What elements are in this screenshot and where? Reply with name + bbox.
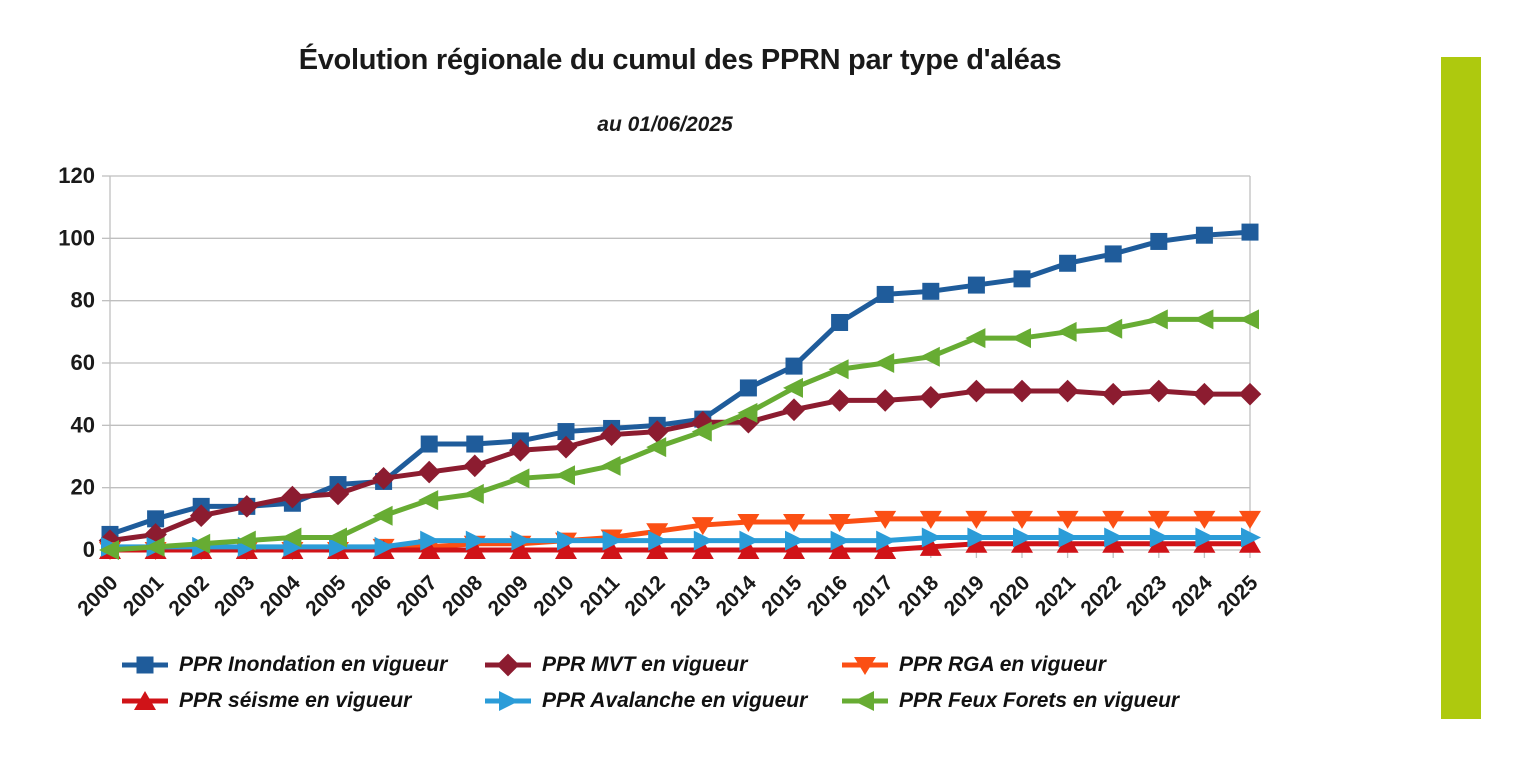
svg-text:2001: 2001 [119, 571, 169, 621]
svg-text:100: 100 [58, 225, 95, 250]
svg-text:120: 120 [58, 163, 95, 188]
diamond-marker-icon [485, 653, 531, 677]
svg-text:2017: 2017 [848, 571, 897, 620]
triangle-down-marker-icon [842, 657, 888, 675]
svg-text:2006: 2006 [347, 571, 396, 620]
svg-text:2021: 2021 [1031, 571, 1081, 621]
svg-text:2007: 2007 [392, 571, 441, 620]
square-marker-icon [122, 656, 168, 674]
svg-text:2020: 2020 [985, 571, 1034, 620]
svg-text:80: 80 [71, 288, 95, 313]
svg-text:2000: 2000 [73, 571, 122, 620]
side-accent-bar [1441, 57, 1481, 719]
svg-text:0: 0 [83, 537, 95, 562]
svg-text:2025: 2025 [1213, 571, 1263, 621]
svg-text:2015: 2015 [757, 571, 807, 621]
legend-label: PPR RGA en vigueur [899, 653, 1106, 676]
legend-label: PPR Inondation en vigueur [179, 653, 448, 676]
legend-label: PPR séisme en vigueur [179, 689, 412, 712]
svg-text:2014: 2014 [712, 571, 762, 621]
legend-item-avalanche: PPR Avalanche en vigueur [483, 686, 807, 716]
svg-text:2009: 2009 [484, 571, 533, 620]
svg-text:2019: 2019 [940, 571, 989, 620]
legend-item-feux-forets: PPR Feux Forets en vigueur [840, 686, 1179, 716]
svg-text:60: 60 [71, 350, 95, 375]
svg-text:2022: 2022 [1076, 571, 1125, 620]
svg-text:2008: 2008 [438, 571, 488, 621]
svg-text:2012: 2012 [620, 571, 669, 620]
svg-text:2002: 2002 [164, 571, 213, 620]
svg-text:2016: 2016 [803, 571, 852, 620]
triangle-up-marker-icon [122, 691, 168, 710]
legend-item-mvt: PPR MVT en vigueur [483, 650, 747, 680]
chart-title: Évolution régionale du cumul des PPRN pa… [298, 44, 1062, 76]
legend-label: PPR Feux Forets en vigueur [899, 689, 1180, 712]
svg-text:2010: 2010 [529, 571, 578, 620]
svg-text:2004: 2004 [256, 571, 306, 621]
svg-text:2018: 2018 [894, 571, 944, 621]
svg-text:2013: 2013 [666, 571, 715, 620]
legend-item-rga: PPR RGA en vigueur [840, 650, 1106, 680]
chart-subtitle: au 01/06/2025 [597, 113, 733, 136]
svg-text:2005: 2005 [301, 571, 351, 621]
svg-text:2023: 2023 [1122, 571, 1171, 620]
svg-text:2024: 2024 [1168, 571, 1218, 621]
triangle-left-marker-icon [842, 691, 888, 711]
svg-text:2003: 2003 [210, 571, 259, 620]
legend-item-inondation: PPR Inondation en vigueur [120, 650, 447, 680]
legend-label: PPR Avalanche en vigueur [542, 689, 808, 712]
legend-label: PPR MVT en vigueur [542, 653, 748, 676]
legend-item-seisme: PPR séisme en vigueur [120, 686, 411, 716]
triangle-right-marker-icon [485, 691, 531, 711]
svg-text:2011: 2011 [576, 571, 625, 620]
svg-text:40: 40 [71, 412, 95, 437]
svg-text:20: 20 [71, 475, 95, 500]
